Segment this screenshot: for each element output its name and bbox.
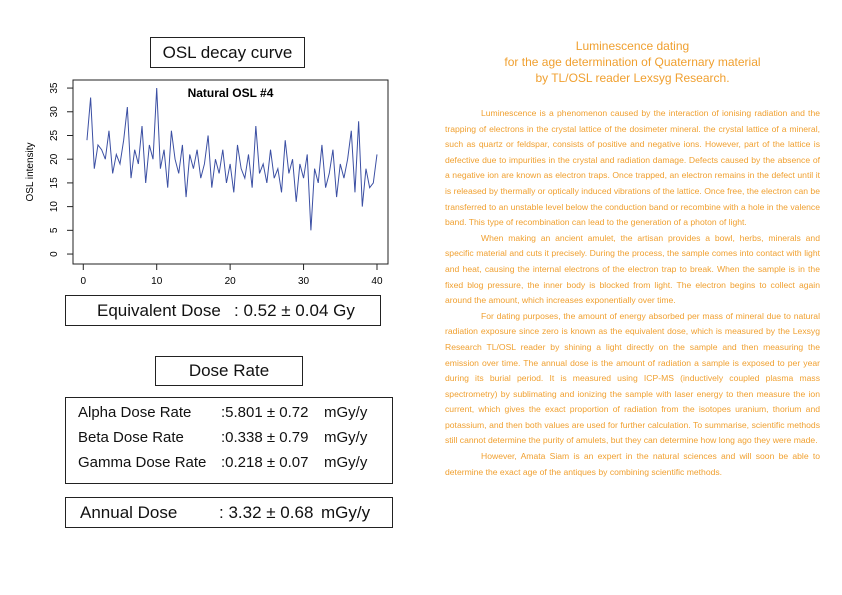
paragraph: When making an ancient amulet, the artis… xyxy=(445,232,820,306)
dose-rate-title: Dose Rate xyxy=(155,356,303,386)
rate-unit: mGy/y xyxy=(324,454,368,471)
y-axis-label: OSL intensity xyxy=(25,142,36,201)
x-tick-label: 0 xyxy=(80,276,86,287)
y-tick-label: 30 xyxy=(49,106,60,118)
paragraph: Luminescence is a phenomenon caused by t… xyxy=(445,108,820,228)
dose-rate-box: Alpha Dose Rate :5.801 ± 0.72 mGy/y Beta Do… xyxy=(65,397,393,484)
y-tick-label: 15 xyxy=(49,177,60,189)
value: : 3.32 ± 0.68 xyxy=(219,503,314,522)
x-tick-label: 30 xyxy=(298,276,310,287)
value: : 0.52 ± 0.04 Gy xyxy=(234,301,355,320)
y-tick-label: 0 xyxy=(49,251,60,257)
panel-title: OSL decay curve xyxy=(150,37,305,68)
plot-frame xyxy=(72,79,389,265)
article: Luminescence dating for the age determina… xyxy=(445,38,820,480)
label: Equivalent Dose xyxy=(97,301,221,320)
y-tick-label: 35 xyxy=(49,82,60,94)
label: Annual Dose xyxy=(80,503,178,522)
annual-dose-box: Annual Dose : 3.32 ± 0.68 mGy/y xyxy=(65,497,393,528)
x-tick-label: 20 xyxy=(225,276,237,287)
x-tick-label: 40 xyxy=(371,276,383,287)
rate-value: :0.338 ± 0.79 xyxy=(221,429,309,446)
y-tick-label: 25 xyxy=(49,129,60,141)
heading-line: by TL/OSL reader Lexsyg Research. xyxy=(535,71,730,85)
x-tick-label: 10 xyxy=(151,276,163,287)
heading: Luminescence dating for the age determina… xyxy=(445,38,820,86)
rate-value: :5.801 ± 0.72 xyxy=(221,404,309,421)
rate-unit: mGy/y xyxy=(324,404,368,421)
rate-value: :0.218 ± 0.07 xyxy=(221,454,309,471)
rate-label: Alpha Dose Rate xyxy=(78,404,192,421)
paragraph: For dating purposes, the amount of energ… xyxy=(445,310,820,446)
heading-line: Luminescence dating xyxy=(575,39,690,53)
unit: mGy/y xyxy=(321,503,371,522)
heading-line: for the age determination of Quaternary … xyxy=(504,55,761,69)
rate-unit: mGy/y xyxy=(324,429,368,446)
y-tick-label: 10 xyxy=(49,201,60,213)
equivalent-dose-box: Equivalent Dose : 0.52 ± 0.04 Gy xyxy=(65,295,381,326)
rate-label: Gamma Dose Rate xyxy=(78,454,207,471)
y-tick-label: 5 xyxy=(49,227,60,233)
data-line xyxy=(86,88,378,231)
y-tick-label: 20 xyxy=(49,153,60,165)
paragraph: However, Amata Siam is an expert in the … xyxy=(445,451,820,477)
chart-title: Natural OSL #4 xyxy=(188,86,274,100)
rate-label: Beta Dose Rate xyxy=(78,429,184,446)
